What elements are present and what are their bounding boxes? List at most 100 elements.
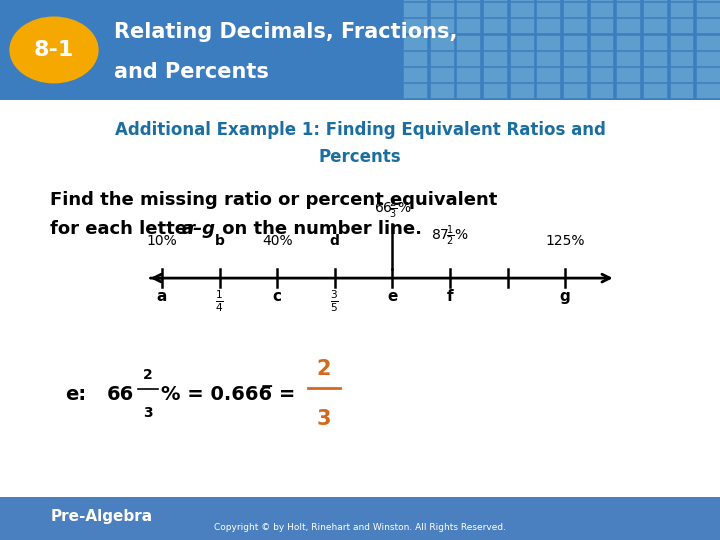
Text: e:: e: bbox=[65, 384, 86, 404]
Bar bbox=[616, 35, 640, 50]
Bar bbox=[643, 35, 667, 50]
Bar bbox=[403, 0, 427, 1]
Bar bbox=[563, 0, 587, 1]
Bar bbox=[430, 2, 454, 17]
Bar bbox=[430, 83, 454, 98]
Bar bbox=[483, 0, 507, 1]
Bar bbox=[510, 35, 534, 50]
Text: 125%: 125% bbox=[546, 234, 585, 248]
Text: a–g: a–g bbox=[182, 220, 216, 239]
Text: f: f bbox=[446, 289, 454, 304]
Bar bbox=[563, 51, 587, 66]
Text: d: d bbox=[330, 234, 340, 248]
Bar bbox=[430, 51, 454, 66]
Bar bbox=[456, 35, 480, 50]
Bar bbox=[670, 2, 693, 17]
Bar bbox=[590, 51, 613, 66]
Bar bbox=[403, 18, 427, 33]
Bar bbox=[670, 83, 693, 98]
Bar bbox=[616, 0, 640, 1]
Text: Pre-Algebra: Pre-Algebra bbox=[50, 509, 153, 524]
Bar bbox=[510, 2, 534, 17]
Text: 3: 3 bbox=[317, 409, 331, 429]
Text: Additional Example 1: Finding Equivalent Ratios and: Additional Example 1: Finding Equivalent… bbox=[114, 120, 606, 139]
Bar bbox=[590, 83, 613, 98]
Bar bbox=[403, 67, 427, 82]
Bar bbox=[616, 2, 640, 17]
Bar bbox=[696, 83, 720, 98]
Text: Percents: Percents bbox=[319, 147, 401, 166]
Bar bbox=[430, 0, 454, 1]
Bar bbox=[696, 2, 720, 17]
Bar bbox=[456, 51, 480, 66]
Bar bbox=[0, 0, 720, 100]
Text: Find the missing ratio or percent equivalent: Find the missing ratio or percent equiva… bbox=[50, 191, 498, 209]
Bar bbox=[616, 67, 640, 82]
Bar bbox=[643, 67, 667, 82]
Bar bbox=[456, 2, 480, 17]
Bar bbox=[403, 2, 427, 17]
Bar bbox=[536, 83, 560, 98]
Bar bbox=[670, 35, 693, 50]
Bar bbox=[670, 0, 693, 1]
Text: g: g bbox=[560, 289, 570, 304]
Bar bbox=[483, 83, 507, 98]
Text: Relating Decimals, Fractions,: Relating Decimals, Fractions, bbox=[114, 22, 457, 42]
Bar bbox=[403, 51, 427, 66]
Bar bbox=[563, 35, 587, 50]
Bar bbox=[483, 18, 507, 33]
Bar bbox=[563, 67, 587, 82]
Bar bbox=[456, 67, 480, 82]
Bar bbox=[643, 2, 667, 17]
Text: 10%: 10% bbox=[147, 234, 177, 248]
Text: $\frac{1}{4}$: $\frac{1}{4}$ bbox=[215, 289, 224, 314]
Text: $66\!\frac{2}{3}$%: $66\!\frac{2}{3}$% bbox=[374, 197, 411, 221]
Bar bbox=[643, 83, 667, 98]
Text: a: a bbox=[157, 289, 167, 304]
Text: and Percents: and Percents bbox=[114, 62, 269, 82]
Bar bbox=[616, 51, 640, 66]
Bar bbox=[616, 18, 640, 33]
Bar bbox=[536, 67, 560, 82]
Bar bbox=[456, 83, 480, 98]
Text: 66: 66 bbox=[107, 384, 134, 404]
Bar bbox=[483, 35, 507, 50]
Bar bbox=[536, 18, 560, 33]
Text: b: b bbox=[215, 234, 225, 248]
Bar bbox=[590, 0, 613, 1]
Text: 2: 2 bbox=[317, 359, 331, 379]
Bar bbox=[0, 497, 720, 540]
Text: e: e bbox=[387, 289, 397, 304]
Bar bbox=[696, 0, 720, 1]
Bar bbox=[563, 18, 587, 33]
Text: Copyright © by Holt, Rinehart and Winston. All Rights Reserved.: Copyright © by Holt, Rinehart and Winsto… bbox=[214, 523, 506, 531]
Bar bbox=[430, 67, 454, 82]
Text: on the number line.: on the number line. bbox=[216, 220, 422, 239]
Bar bbox=[536, 0, 560, 1]
Bar bbox=[456, 0, 480, 1]
Bar bbox=[696, 51, 720, 66]
Bar bbox=[643, 51, 667, 66]
Bar bbox=[616, 83, 640, 98]
Bar bbox=[643, 18, 667, 33]
Bar bbox=[403, 83, 427, 98]
Bar bbox=[696, 35, 720, 50]
Bar bbox=[483, 51, 507, 66]
Text: $87\!\frac{1}{2}$%: $87\!\frac{1}{2}$% bbox=[431, 224, 469, 248]
Text: % = 0.666̅ =: % = 0.666̅ = bbox=[161, 384, 296, 404]
Bar bbox=[536, 2, 560, 17]
Bar bbox=[536, 51, 560, 66]
Bar bbox=[510, 67, 534, 82]
Bar bbox=[536, 35, 560, 50]
Bar bbox=[510, 51, 534, 66]
Bar bbox=[643, 0, 667, 1]
Bar bbox=[670, 67, 693, 82]
Bar bbox=[456, 18, 480, 33]
Bar bbox=[696, 67, 720, 82]
Bar bbox=[590, 2, 613, 17]
Text: c: c bbox=[273, 289, 282, 304]
Text: 40%: 40% bbox=[262, 234, 292, 248]
Text: for each letter: for each letter bbox=[50, 220, 202, 239]
Circle shape bbox=[9, 16, 99, 83]
Bar bbox=[510, 18, 534, 33]
